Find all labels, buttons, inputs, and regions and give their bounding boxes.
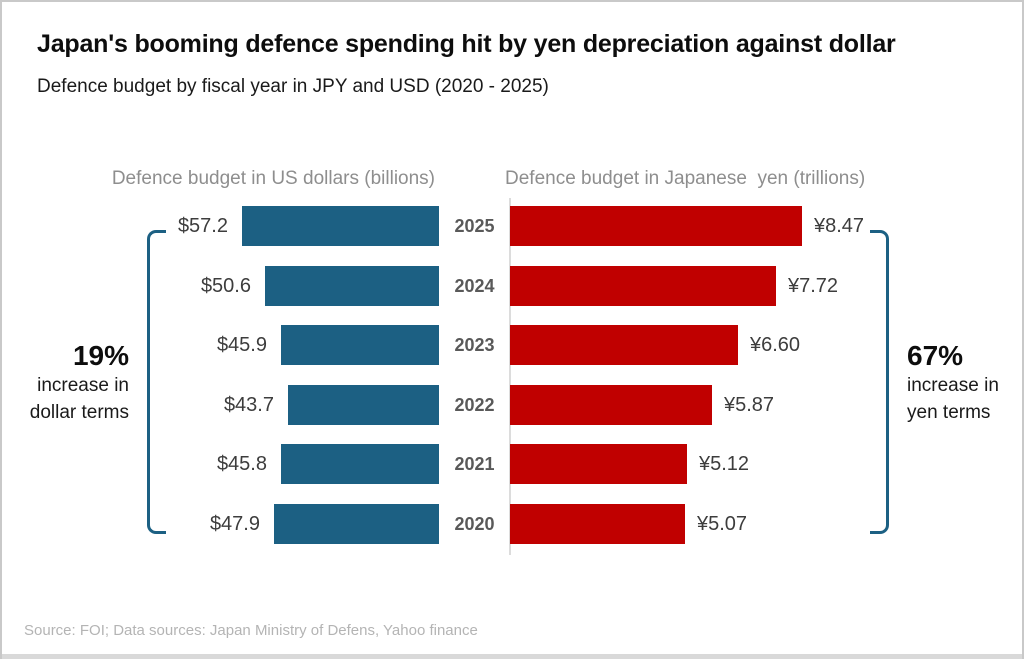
usd-value-label: $45.9 — [216, 334, 267, 356]
jpy-bar — [510, 444, 687, 484]
jpy-bar — [510, 504, 685, 544]
usd-increase-line1: increase in — [37, 375, 129, 396]
usd-bar — [274, 504, 439, 544]
usd-range-bracket — [147, 230, 166, 534]
page-subtitle: Defence budget by fiscal year in JPY and… — [37, 76, 549, 97]
year-label: 2025 — [454, 216, 495, 236]
jpy-bar — [510, 325, 738, 365]
jpy-chart-title: Defence budget in Japanese yen (trillion… — [505, 168, 866, 189]
year-label: 2023 — [454, 335, 495, 355]
jpy-value-label: ¥8.47 — [814, 215, 865, 237]
jpy-value-label: ¥5.87 — [724, 394, 775, 416]
usd-bar — [265, 266, 439, 306]
jpy-value-label: ¥5.07 — [697, 513, 748, 535]
jpy-value-label: ¥5.12 — [699, 453, 750, 475]
jpy-increase-line2: yen terms — [907, 402, 991, 423]
jpy-increase-line1: increase in — [907, 375, 999, 396]
usd-increase-annotation: 19% increase in dollar terms — [30, 340, 129, 426]
usd-bar — [281, 444, 439, 484]
jpy-range-bracket — [870, 230, 889, 534]
year-label: 2024 — [454, 276, 495, 296]
jpy-value-label: ¥7.72 — [788, 275, 839, 297]
jpy-bar — [510, 206, 802, 246]
jpy-increase-annotation: 67% increase in yen terms — [907, 340, 999, 426]
usd-chart-title: Defence budget in US dollars (billions) — [111, 168, 435, 189]
jpy-increase-percent: 67% — [907, 340, 964, 371]
usd-value-label: $43.7 — [223, 394, 274, 416]
usd-bar — [281, 325, 439, 365]
usd-bar — [288, 385, 439, 425]
usd-value-label: $45.8 — [216, 453, 267, 475]
usd-value-label: $47.9 — [209, 513, 260, 535]
usd-bar — [242, 206, 439, 246]
year-label: 2020 — [454, 514, 495, 534]
usd-increase-line2: dollar terms — [29, 402, 129, 423]
bottom-border-strip — [2, 654, 1022, 659]
source-note: Source: FOI; Data sources: Japan Ministr… — [24, 622, 478, 639]
page-title: Japan's booming defence spending hit by … — [37, 30, 896, 58]
usd-increase-percent: 19% — [72, 340, 129, 371]
year-label: 2021 — [454, 454, 495, 474]
jpy-axis-line — [509, 198, 511, 555]
usd-value-label: $57.2 — [177, 215, 228, 237]
usd-value-label: $50.6 — [200, 275, 251, 297]
year-label: 2022 — [454, 395, 495, 415]
jpy-bar — [510, 385, 712, 425]
jpy-bar — [510, 266, 776, 306]
jpy-value-label: ¥6.60 — [750, 334, 801, 356]
